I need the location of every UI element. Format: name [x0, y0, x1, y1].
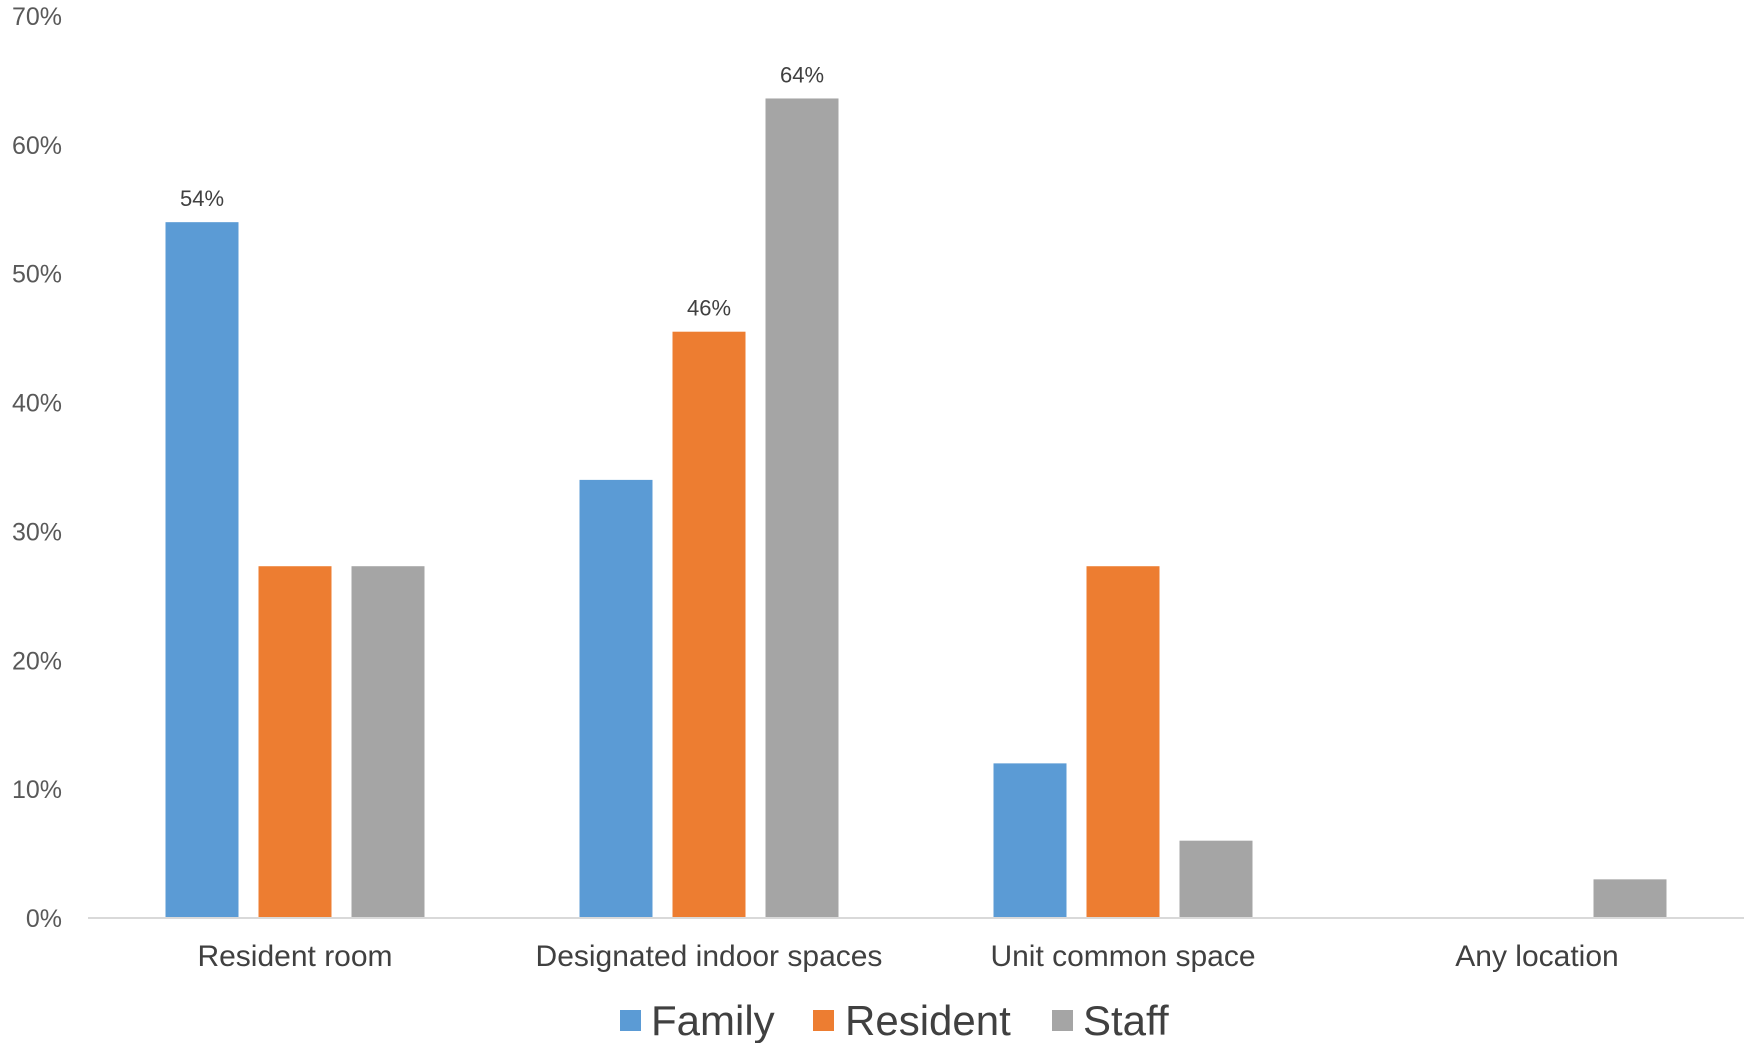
- data-labels: 54% 46% 64%: [180, 62, 824, 320]
- y-tick-label: 40%: [12, 390, 62, 418]
- bar-family: [165, 222, 239, 918]
- data-label: 46%: [687, 296, 731, 321]
- bar-family: [993, 763, 1067, 918]
- legend-label: Resident: [845, 997, 1011, 1043]
- legend-swatch-family: [620, 1010, 641, 1031]
- data-label: 64%: [780, 62, 824, 87]
- y-tick-label: 10%: [12, 776, 62, 804]
- y-tick-label: 20%: [12, 647, 62, 675]
- bar-resident: [258, 566, 332, 918]
- legend-swatch-staff: [1052, 1010, 1073, 1031]
- bar-staff: [1179, 840, 1253, 918]
- bar-family: [579, 479, 653, 918]
- y-tick-label: 50%: [12, 261, 62, 289]
- data-label: 54%: [180, 186, 224, 211]
- legend: Family Resident Staff: [620, 997, 1169, 1043]
- bar-resident: [1086, 566, 1160, 918]
- x-tick-label: Unit common space: [990, 940, 1255, 973]
- legend-label: Family: [651, 997, 775, 1043]
- bar-staff: [765, 98, 839, 919]
- x-tick-label: Any location: [1455, 940, 1618, 973]
- bar-resident: [672, 331, 746, 918]
- y-axis: 0% 10% 20% 30% 40% 50% 60% 70%: [12, 3, 62, 933]
- y-tick-label: 70%: [12, 3, 62, 31]
- y-tick-label: 0%: [26, 905, 62, 933]
- legend-swatch-resident: [813, 1010, 834, 1031]
- y-tick-label: 30%: [12, 518, 62, 546]
- bars: [165, 98, 1667, 919]
- x-tick-label: Resident room: [197, 940, 392, 973]
- legend-label: Staff: [1083, 997, 1169, 1043]
- bar-staff: [1593, 879, 1667, 918]
- x-tick-label: Designated indoor spaces: [536, 940, 883, 973]
- bar-staff: [351, 566, 425, 918]
- y-tick-label: 60%: [12, 132, 62, 160]
- x-axis: Resident room Designated indoor spaces Uni…: [197, 940, 1618, 973]
